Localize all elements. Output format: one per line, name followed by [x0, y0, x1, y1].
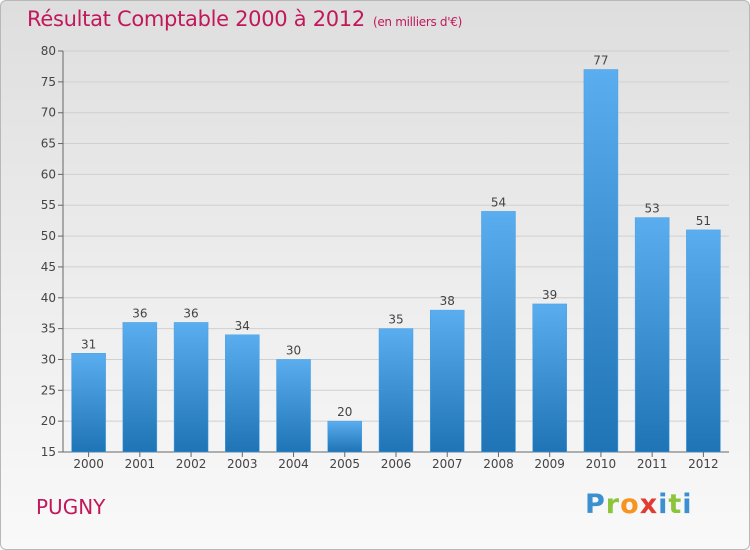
bar-value-label: 20	[337, 405, 352, 419]
x-tick-label: 2008	[483, 457, 514, 471]
x-tick-label: 2003	[227, 457, 258, 471]
bar	[225, 334, 260, 453]
bar	[327, 420, 363, 453]
y-tick-label: 35	[41, 322, 56, 336]
bar	[481, 211, 516, 453]
y-tick-label: 15	[41, 445, 56, 459]
x-tick-label: 2002	[176, 457, 207, 471]
bar	[378, 328, 414, 453]
bar	[686, 229, 721, 453]
logo-letter: o	[620, 489, 640, 520]
x-tick-label: 2011	[637, 457, 668, 471]
x-tick-label: 2005	[329, 457, 360, 471]
x-tick-label: 2012	[688, 457, 719, 471]
bar-value-label: 34	[235, 319, 250, 333]
chart-title-text: Résultat Comptable 2000 à 2012	[27, 7, 365, 31]
y-tick-label: 70	[41, 106, 56, 120]
logo-letter: i	[658, 489, 669, 520]
y-tick-label: 75	[41, 75, 56, 89]
y-tick-label: 25	[41, 383, 56, 397]
bar-value-label: 36	[183, 306, 198, 320]
x-tick-label: 2006	[381, 457, 412, 471]
bar	[583, 69, 619, 453]
logo-letter: x	[639, 489, 659, 520]
bar	[173, 322, 209, 453]
x-tick-label: 2010	[586, 457, 617, 471]
y-tick-label: 65	[41, 137, 56, 151]
bar-value-label: 53	[645, 202, 660, 216]
chart-unit: (en milliers d'€)	[372, 15, 462, 29]
y-tick-label: 20	[41, 414, 56, 428]
proxiti-logo: Proxiti	[585, 489, 693, 520]
bar	[634, 217, 670, 453]
bar	[276, 359, 311, 453]
bar-value-label: 31	[81, 337, 96, 351]
y-tick-label: 45	[41, 260, 56, 274]
bar-value-label: 30	[286, 343, 301, 357]
logo-letter: i	[682, 489, 693, 520]
bar	[122, 322, 158, 453]
x-tick-label: 2004	[278, 457, 309, 471]
bar	[532, 303, 567, 453]
logo-letter: P	[585, 489, 606, 520]
bar	[429, 309, 465, 453]
x-tick-label: 2009	[534, 457, 565, 471]
x-tick-label: 2001	[125, 457, 156, 471]
bar-value-label: 77	[593, 54, 608, 68]
x-tick-label: 2007	[432, 457, 463, 471]
y-tick-label: 60	[41, 167, 56, 181]
x-tick-label: 2000	[73, 457, 104, 471]
bar-value-label: 51	[696, 214, 711, 228]
bar-value-label: 38	[440, 294, 455, 308]
bar-value-label: 54	[491, 195, 506, 209]
bar	[71, 353, 106, 453]
bar-value-label: 35	[388, 313, 403, 327]
y-tick-label: 80	[41, 44, 56, 58]
logo-letter: t	[668, 489, 683, 520]
y-tick-label: 30	[41, 352, 56, 366]
y-tick-label: 50	[41, 229, 56, 243]
bar-value-label: 39	[542, 288, 557, 302]
logo-letter: r	[605, 489, 621, 520]
y-tick-label: 55	[41, 198, 56, 212]
commune-name: PUGNY	[36, 495, 106, 519]
y-tick-label: 40	[41, 291, 56, 305]
bar-value-label: 36	[132, 306, 147, 320]
chart-title: Résultat Comptable 2000 à 2012 (en millie…	[27, 7, 462, 31]
